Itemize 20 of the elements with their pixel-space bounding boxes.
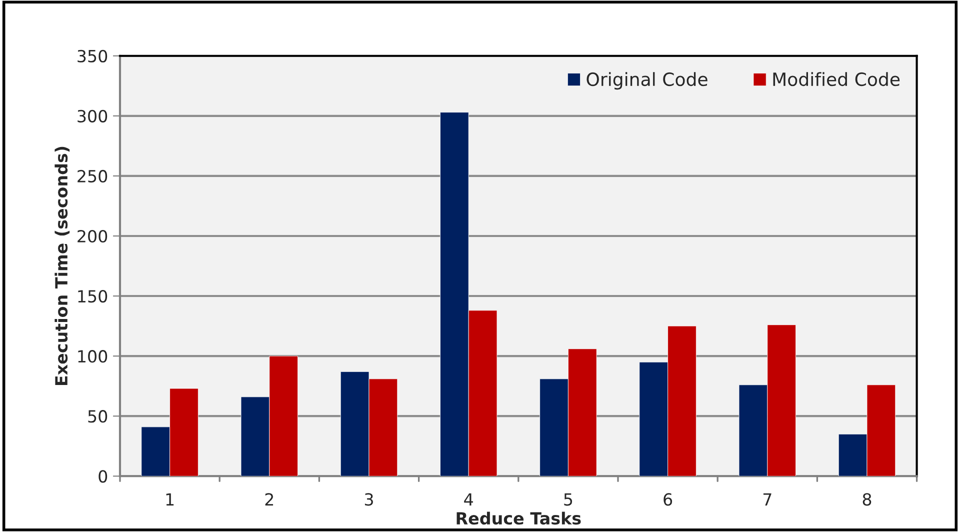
y-tick-label: 50 [88, 410, 108, 423]
x-tick-label: 5 [564, 493, 572, 506]
y-tick-label: 0 [98, 470, 108, 483]
x-tick-label: 1 [166, 493, 174, 506]
y-tick-label: 150 [78, 290, 108, 303]
x-tick-label: 2 [265, 493, 274, 506]
legend-label: Modified Code [773, 72, 900, 86]
y-tick-label: 100 [78, 350, 108, 363]
y-axis-title: Execution Time (seconds) [54, 146, 70, 385]
y-tick-label: 300 [78, 110, 108, 122]
x-axis-title: Reduce Tasks [456, 512, 581, 525]
y-tick-label: 250 [78, 170, 108, 183]
y-tick-label: 350 [78, 50, 108, 62]
legend-label: Original Code [586, 72, 708, 90]
x-tick-label: 7 [763, 493, 772, 506]
y-tick-label: 200 [78, 230, 108, 243]
x-tick-label: 8 [862, 493, 872, 506]
x-tick-label: 3 [364, 493, 373, 506]
x-tick-label: 4 [464, 493, 473, 506]
x-tick-label: 6 [664, 493, 672, 506]
